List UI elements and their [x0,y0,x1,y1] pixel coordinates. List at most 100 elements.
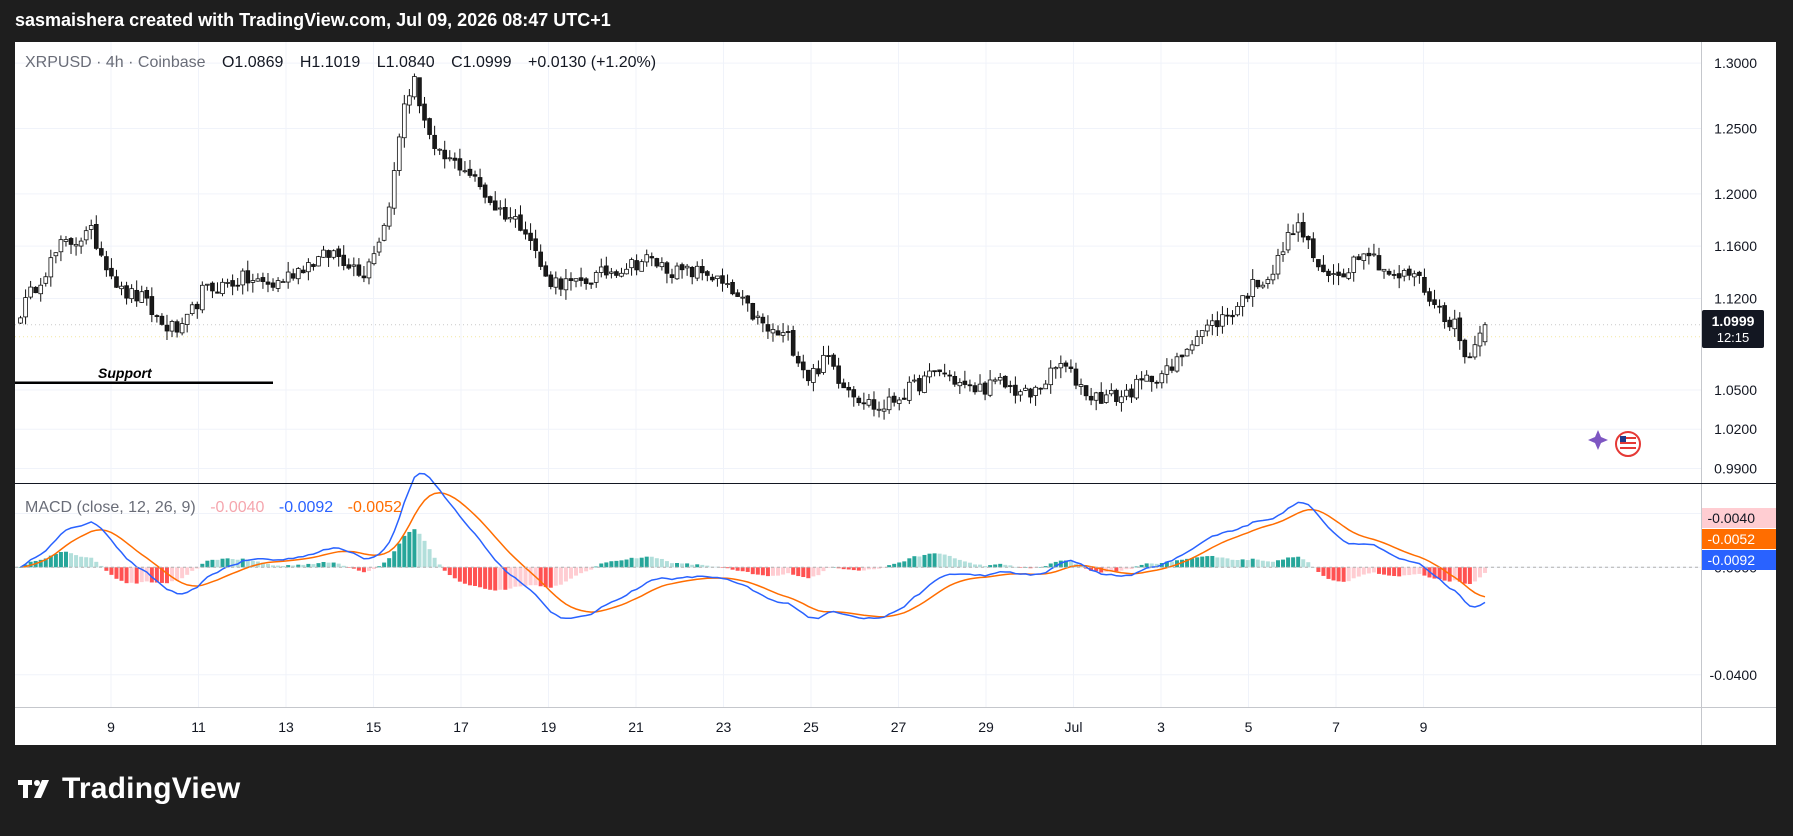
candle [518,205,523,232]
macd-histogram-bar [548,567,553,588]
macd-histogram-bar [377,566,382,568]
candle-body [482,184,488,198]
candle [1103,389,1109,404]
candle [280,278,286,283]
macd-histogram-bar [685,563,690,568]
tradingview-brand-text: TradingView [62,772,241,805]
price-tick-label: 1.1200 [1714,290,1757,306]
macd-histogram-bar [1149,563,1154,568]
candle-body [649,256,655,259]
macd-histogram-bar [331,562,336,568]
macd-histogram-bar [210,559,215,568]
candle [573,278,579,288]
candle [932,370,937,377]
candle-body [447,157,453,160]
macd-legend: MACD (close, 12, 26, 9) -0.0040 -0.0092 … [25,499,402,516]
macd-histogram-bar [1094,567,1099,572]
candle-body [699,266,705,274]
macd-histogram-bar [407,531,412,568]
macd-histogram-bar [271,565,276,568]
candle [1447,316,1452,331]
macd-histogram-bar [614,560,619,568]
candle [770,323,776,342]
candle [210,281,215,299]
candle [1472,335,1478,360]
candle-body [477,177,483,188]
candle-body [18,317,23,324]
candle-body [659,262,665,268]
candle [1144,370,1149,382]
candle-body [573,278,579,282]
macd-histogram-bar [528,567,533,586]
candle [1361,253,1367,270]
price-tick-label: 1.2000 [1714,186,1757,202]
macd-histogram-bar [159,567,164,583]
macd-histogram-bar [1190,558,1195,568]
candle-body [901,397,907,400]
candle [578,267,584,287]
tradingview-logo[interactable]: TradingView [18,772,240,806]
macd-histogram-bar [225,558,230,568]
candle-body [548,274,554,287]
candle-body [942,372,947,375]
macd-histogram-bar [301,564,306,568]
candle-body [997,376,1003,381]
macd-histogram-bar [452,567,457,579]
macd-histogram-bar [43,558,48,568]
macd-histogram-bar [1235,560,1240,568]
candle-body [467,168,473,176]
macd-histogram-bar [437,564,442,568]
candle [492,191,498,211]
candle [1432,289,1437,309]
candle-body [1305,236,1311,241]
candle-body [220,281,225,295]
candle [1255,279,1261,289]
candle-body [321,249,326,258]
candle-body [952,376,958,385]
candle-body [1255,279,1261,288]
candle-body [1164,365,1170,375]
chart-frame[interactable]: Support 1.3000 1.2500 1.2000 1.1600 1.1200 1.… [15,42,1776,745]
candle-body [1432,299,1437,305]
candle [1321,255,1326,273]
candle-body [730,281,735,295]
candle-body [503,207,508,220]
us-flag-icon[interactable] [1615,431,1641,457]
candle-body [705,271,710,276]
candle-body [159,315,165,325]
candle-body [1482,324,1488,343]
macd-histogram-bar [725,567,730,569]
candle-body [831,354,836,367]
candle [1437,299,1442,314]
macd-histogram-bar [791,567,796,575]
candle [780,323,786,343]
candle-body [644,254,650,263]
macd-histogram-bar [574,567,579,576]
macd-histogram-bar [164,567,169,584]
candle [63,235,69,247]
macd-histogram-bar [1417,567,1422,574]
candle-body [1033,386,1038,396]
candle-body [740,296,745,299]
candle [639,259,644,272]
candle [715,275,720,287]
candle-body [189,304,195,315]
candle [1053,366,1059,379]
candle-body [1391,274,1397,276]
macd-histogram-bar [1462,567,1467,584]
candle [1215,311,1220,337]
candle [977,374,983,392]
candle-body [826,355,831,357]
candle [1391,269,1397,280]
candle [124,281,129,305]
macd-histogram-bar [796,567,801,577]
sparkle-icon[interactable] [1588,430,1608,450]
chart-canvas[interactable]: Support 1.30001.25001.20001.16001.12001.… [15,42,1776,745]
candle-body [1230,314,1235,318]
macd-histogram-bar [957,559,962,568]
macd-histogram-bar [1376,567,1381,574]
candle [896,397,902,411]
macd-histogram-bar [1356,567,1361,577]
candle [114,269,119,288]
candle [598,258,604,278]
